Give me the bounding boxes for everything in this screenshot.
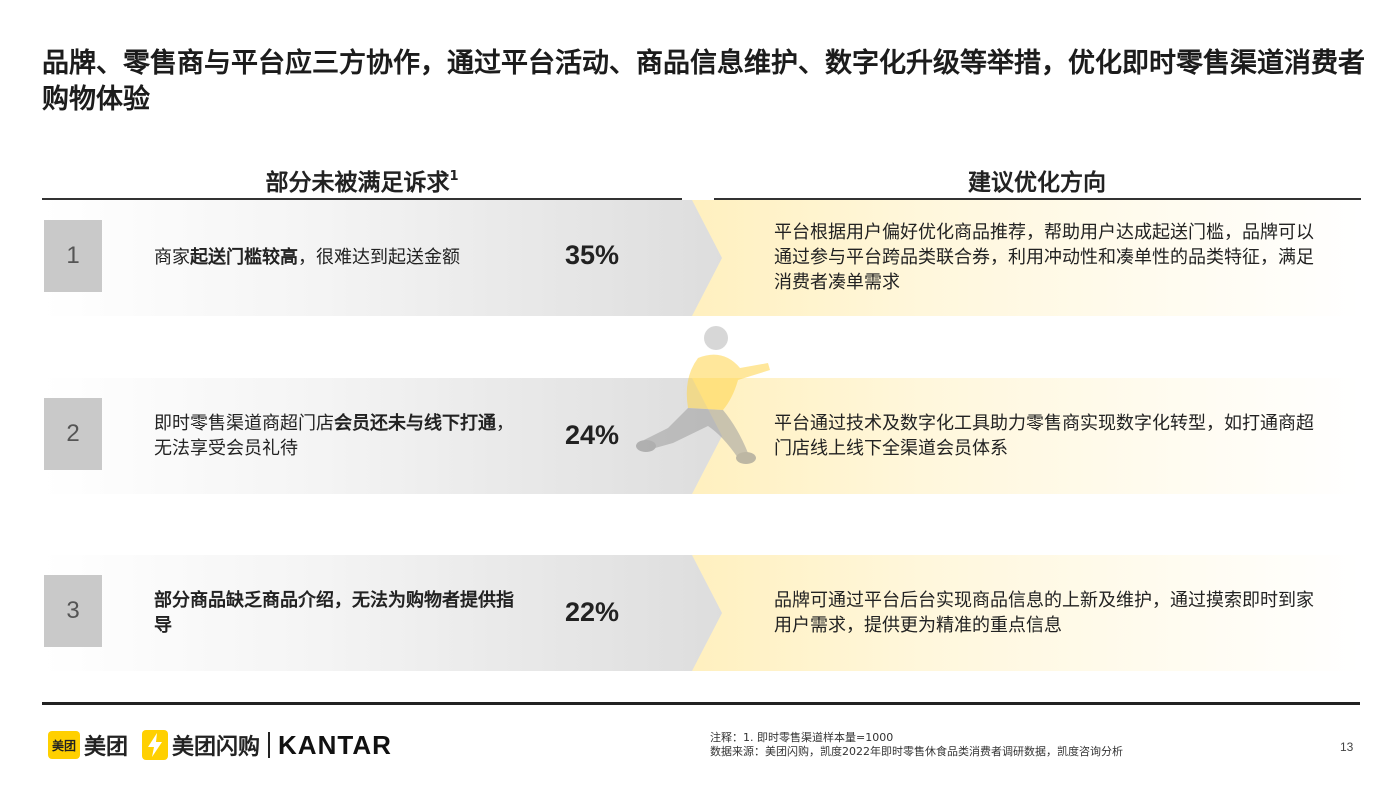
row-number: 1: [44, 220, 102, 292]
left-column-header-text: 部分未被满足诉求: [265, 170, 450, 196]
page-number: 13: [1340, 740, 1354, 754]
need-emphasis: 部分商品缺乏商品介绍，无法为购物者提供指导: [154, 590, 514, 636]
percentage: 22%: [564, 597, 620, 627]
footnote-marker: 1: [449, 169, 459, 184]
row-band: [42, 555, 742, 671]
need-emphasis: 起送门槛较高: [190, 247, 298, 268]
row-band: [42, 200, 742, 316]
advice-text: 平台根据用户偏好优化商品推荐，帮助用户达成起送门槛，品牌可以通过参与平台跨品类联…: [774, 222, 1314, 293]
shangou-wordmark: 美团闪购: [172, 735, 261, 760]
footnotes: 注释：1. 即时零售渠道样本量=1000 数据来源：美团闪购，凯度2022年即时…: [710, 731, 1123, 759]
need-text: ，无法享受会员礼待: [154, 413, 514, 459]
unmet-need-text: 部分商品缺乏商品介绍，无法为购物者提供指导: [154, 588, 524, 638]
row-2: 2 即时零售渠道商超门店会员还未与线下打通，无法享受会员礼待 24% 平台通过技…: [42, 378, 1360, 494]
left-header-rule: [42, 198, 682, 200]
row-band: [42, 378, 742, 494]
meituan-wordmark: 美团: [84, 735, 129, 760]
row-advice-band: [692, 555, 1360, 671]
unmet-need-text: 即时零售渠道商超门店会员还未与线下打通，无法享受会员礼待: [154, 411, 524, 461]
row-number: 2: [44, 398, 102, 470]
need-emphasis: 会员还未与线下打通: [334, 413, 496, 434]
row-3: 3 部分商品缺乏商品介绍，无法为购物者提供指导 22% 品牌可通过平台后台实现商…: [42, 555, 1360, 671]
right-header-rule: [714, 198, 1361, 200]
row-number: 3: [44, 575, 102, 647]
left-column-header: 部分未被满足诉求1: [42, 163, 682, 197]
need-text: 商家: [154, 247, 190, 268]
row-advice-band: [692, 200, 1360, 316]
need-text: 即时零售渠道商超门店: [154, 413, 334, 434]
unmet-need-text: 商家起送门槛较高，很难达到起送金额: [154, 245, 524, 270]
logo-divider: [268, 732, 271, 758]
row-advice-band: [692, 378, 1360, 494]
footnote-sample: 注释：1. 即时零售渠道样本量=1000: [710, 731, 894, 744]
footer-rule: [42, 702, 1360, 705]
row-1: 1 商家起送门槛较高，很难达到起送金额 35% 平台根据用户偏好优化商品推荐，帮…: [42, 200, 1360, 316]
right-column-header: 建议优化方向: [968, 170, 1106, 196]
running-person-illustration: [636, 326, 770, 464]
kantar-logo: KANTAR: [278, 729, 392, 760]
page-title: 品牌、零售商与平台应三方协作，通过平台活动、商品信息维护、数字化升级等举措，优化…: [42, 48, 1365, 115]
need-text: ，很难达到起送金额: [298, 247, 460, 268]
lightning-bolt-icon: [142, 730, 169, 760]
percentage: 24%: [564, 420, 620, 450]
footer-logos: 美团 美团 美团闪购 KANTAR: [48, 728, 392, 762]
advice-text: 平台通过技术及数字化工具助力零售商实现数字化转型，如打通商超门店线上线下全渠道会…: [774, 413, 1314, 459]
advice-text: 品牌可通过平台后台实现商品信息的上新及维护，通过摸索即时到家用户需求，提供更为精…: [774, 590, 1314, 636]
meituan-logo: 美团: [48, 731, 80, 759]
percentage: 35%: [564, 240, 620, 270]
footnote-source: 数据来源：美团闪购，凯度2022年即时零售休食品类消费者调研数据，凯度咨询分析: [710, 745, 1123, 758]
